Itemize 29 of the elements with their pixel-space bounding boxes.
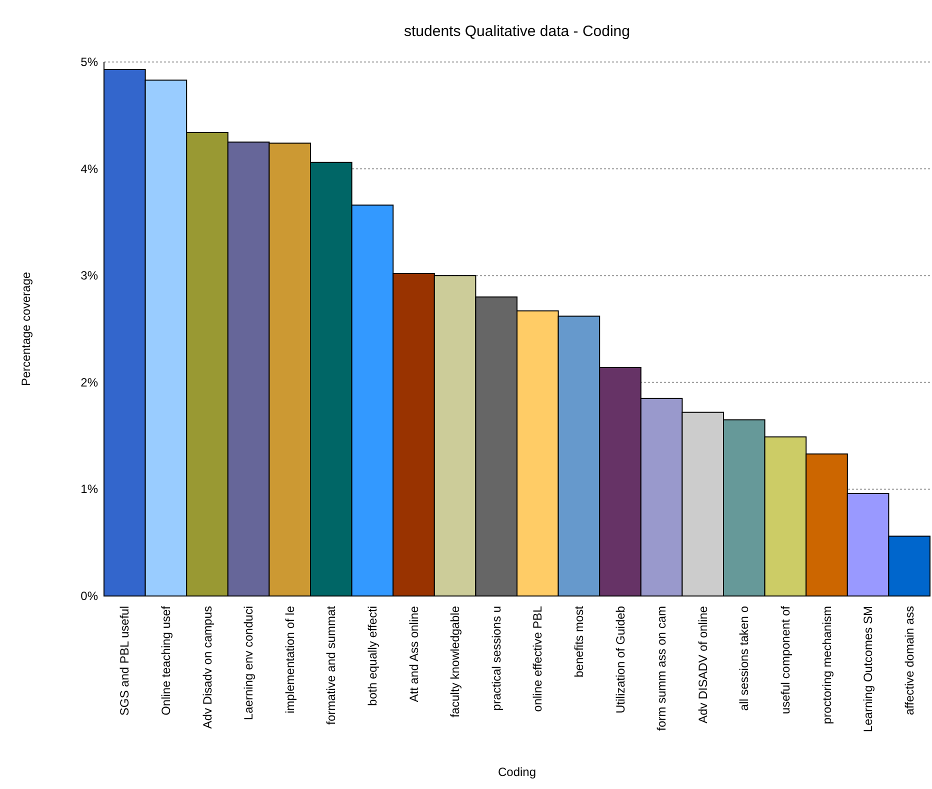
x-tick-label: Laerning env conduci [242,606,256,720]
x-tick-label: practical sessions u [489,606,504,711]
x-tick-label: all sessions taken o [737,606,752,711]
x-tick-label: formative and summat [324,605,338,725]
x-tick-label: Online teaching usef [158,605,173,716]
y-tick-label: 1% [80,482,98,496]
x-tick-label: Adv Disadv on campus [200,606,214,729]
y-axis-title: Percentage coverage [19,272,33,386]
x-tick-label: SGS and PBL useful [118,606,132,716]
y-tick-label: 5% [80,55,98,69]
y-tick-label: 4% [80,162,98,176]
x-tick-label: form summ ass on cam [654,606,669,731]
x-tick-label: useful component of [778,605,792,714]
x-tick-label: implementation of le [282,606,297,714]
x-tick-label: faculty knowledgable [448,606,462,718]
x-tick-label: proctoring mechanism [820,606,834,724]
chart-title: students Qualitative data - Coding [404,23,630,40]
x-tick-label: both equally effecti [365,606,380,706]
x-tick-label: Utilization of Guideb [613,606,628,714]
x-tick-label: online effective PBL [530,606,545,712]
x-axis-title: Coding [498,765,536,779]
x-tick-label: affective domain ass [902,606,916,716]
x-tick-label: Learning Outcomes SM [861,606,876,732]
x-tick-label: benefits most [572,605,586,678]
y-tick-label: 3% [80,268,98,283]
x-tick-label: Att and Ass online [406,606,421,702]
y-tick-label: 0% [80,589,98,603]
y-tick-label: 2% [80,375,98,390]
x-tick-label: Adv DISADV of online [696,606,710,724]
